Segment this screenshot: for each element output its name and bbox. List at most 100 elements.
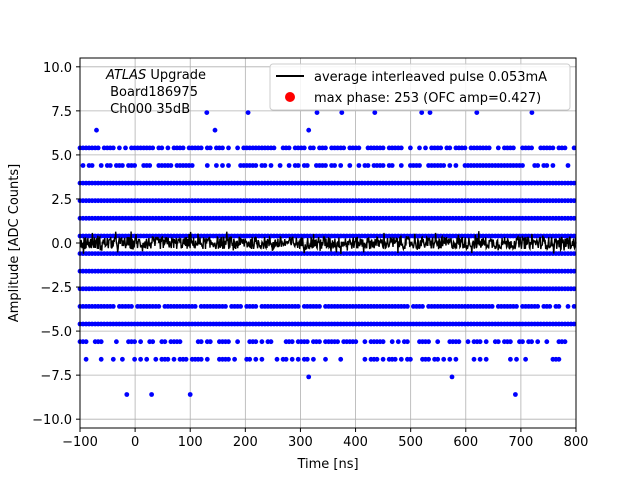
scatter-point: [83, 339, 89, 345]
scatter-point: [477, 339, 483, 345]
scatter-point: [253, 356, 259, 362]
scatter-point: [226, 145, 231, 151]
scatter-point: [339, 110, 345, 115]
atlas-annotation: ATLAS Upgrade Board186975 Ch000 35dB: [105, 68, 206, 117]
scatter-point: [235, 145, 241, 151]
scatter-point: [571, 145, 577, 151]
scatter-point: [489, 304, 495, 309]
scatter-point: [262, 163, 268, 168]
scatter-point: [212, 127, 218, 133]
annotation-channel: Ch000 35dB: [106, 102, 190, 117]
scatter-point: [341, 145, 347, 151]
scatter-point: [338, 163, 344, 168]
scatter-point: [405, 339, 410, 345]
scatter-point: [508, 339, 513, 345]
scatter-point: [98, 163, 104, 168]
scatter-point: [426, 356, 431, 362]
y-tick-label: 2.5: [51, 193, 72, 208]
scatter-point: [295, 163, 301, 168]
scatter-point: [395, 339, 401, 345]
average-pulse-line: [79, 231, 577, 255]
scatter-point: [435, 356, 441, 362]
scatter-point: [544, 339, 550, 345]
scatter-point: [435, 339, 441, 345]
scatter-point: [180, 145, 186, 151]
scatter-point: [198, 339, 204, 345]
scatter-point: [520, 163, 525, 168]
scatter-point: [419, 110, 425, 115]
scatter-point: [449, 374, 455, 380]
legend-entry-average-pulse: average interleaved pulse 0.053mA: [314, 70, 547, 85]
scatter-point: [365, 163, 371, 168]
scatter-point: [535, 339, 541, 345]
scatter-point: [235, 339, 241, 345]
scatter-point: [550, 163, 556, 168]
scatter-point: [571, 251, 577, 256]
y-tick-label: −7.5: [40, 369, 72, 384]
scatter-point: [286, 145, 292, 151]
scatter-point: [471, 356, 477, 362]
scatter-point: [380, 356, 386, 362]
scatter-point: [389, 339, 395, 345]
scatter-point: [259, 339, 265, 345]
scatter-point: [565, 163, 571, 168]
scatter-point: [529, 110, 535, 115]
scatter-point: [207, 145, 213, 151]
scatter-point: [380, 145, 386, 151]
scatter-point: [311, 145, 316, 151]
scatter-point: [295, 304, 301, 309]
scatter-point: [508, 356, 513, 362]
scatter-point: [204, 356, 210, 362]
scatter-point: [232, 356, 238, 362]
scatter-point: [462, 145, 468, 151]
scatter-point: [405, 304, 410, 309]
scatter-point: [238, 304, 244, 309]
scatter-point: [483, 339, 489, 345]
scatter-point: [441, 163, 447, 168]
scatter-point: [110, 145, 116, 151]
scatter-point: [438, 145, 444, 151]
scatter-point: [556, 304, 562, 309]
scatter-point: [171, 356, 177, 362]
x-tick-label: 700: [508, 435, 533, 450]
annotation-line-1: ATLAS Upgrade: [105, 68, 206, 83]
scatter-point: [453, 163, 459, 168]
scatter-point: [535, 163, 541, 168]
scatter-point: [408, 145, 413, 151]
scatter-point: [259, 356, 265, 362]
scatter-point: [120, 356, 125, 362]
scatter-point: [306, 127, 312, 133]
scatter-point: [314, 110, 320, 115]
scatter-point: [571, 180, 577, 186]
scatter-point: [95, 145, 101, 151]
scatter-point: [226, 339, 231, 345]
scatter-point: [98, 356, 104, 362]
scatter-point: [123, 145, 128, 151]
scatter-point: [132, 356, 138, 362]
scatter-point: [441, 356, 447, 362]
scatter-point: [372, 110, 378, 115]
scatter-point: [165, 145, 171, 151]
scatter-point: [398, 145, 404, 151]
scatter-point: [245, 110, 251, 115]
scatter-point: [529, 145, 534, 151]
scatter-point: [94, 127, 99, 133]
x-tick-label: 400: [343, 435, 368, 450]
scatter-point: [571, 286, 577, 292]
scatter-point: [447, 356, 453, 362]
scatter-point: [338, 356, 344, 362]
scatter-point: [495, 339, 501, 345]
scatter-point: [295, 356, 301, 362]
scatter-point: [98, 339, 104, 345]
scatter-point: [192, 304, 198, 309]
scatter-point: [110, 356, 116, 362]
x-tick-label: 500: [398, 435, 423, 450]
legend: average interleaved pulse 0.053mA max ph…: [269, 63, 571, 111]
scatter-point: [168, 163, 174, 168]
scatter-point: [80, 163, 86, 168]
scatter-point: [417, 163, 422, 168]
scatter-point: [565, 304, 571, 309]
scatter-point: [138, 339, 144, 345]
scatter-point: [323, 145, 328, 151]
scatter-point: [268, 163, 274, 168]
